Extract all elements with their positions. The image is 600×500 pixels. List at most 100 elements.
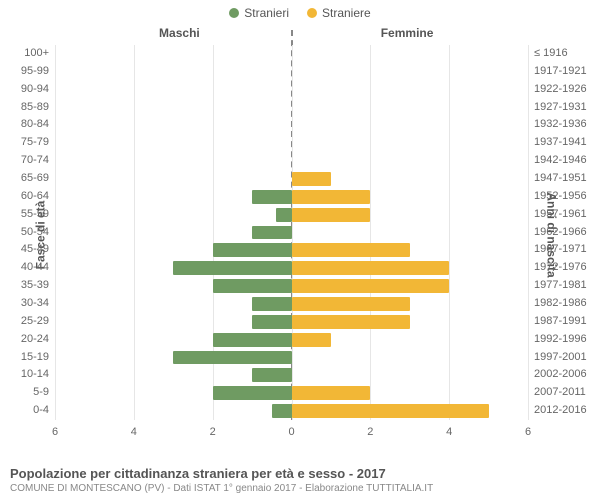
age-label: 70-74 [21,152,49,170]
chart-row: 20-241992-1996 [55,331,528,349]
age-label: 35-39 [21,277,49,295]
chart-row: 70-741942-1946 [55,152,528,170]
bar-male [213,243,292,257]
age-label: 75-79 [21,134,49,152]
chart-footer: Popolazione per cittadinanza straniera p… [10,466,590,494]
chart-subtitle: COMUNE DI MONTESCANO (PV) - Dati ISTAT 1… [10,483,590,494]
birth-year-label: 1982-1986 [534,295,587,313]
bar-male [276,208,292,222]
x-tick-label: 4 [446,426,452,438]
bar-female [292,208,371,222]
birth-year-label: 1987-1991 [534,313,587,331]
bar-female [292,386,371,400]
chart-legend: Stranieri Straniere [0,0,600,20]
birth-year-label: 1997-2001 [534,349,587,367]
birth-year-label: 1942-1946 [534,152,587,170]
chart-row: 75-791937-1941 [55,134,528,152]
birth-year-label: 1952-1956 [534,188,587,206]
age-label: 5-9 [33,384,49,402]
chart-row: 35-391977-1981 [55,277,528,295]
chart-title: Popolazione per cittadinanza straniera p… [10,466,590,481]
bar-female [292,333,331,347]
age-label: 0-4 [33,402,49,420]
age-label: 90-94 [21,81,49,99]
age-label: 10-14 [21,366,49,384]
age-label: 40-44 [21,259,49,277]
x-tick-label: 4 [131,426,137,438]
birth-year-label: 1917-1921 [534,63,587,81]
chart-row: 95-991917-1921 [55,63,528,81]
chart-row: 90-941922-1926 [55,81,528,99]
chart-row: 85-891927-1931 [55,99,528,117]
age-label: 85-89 [21,99,49,117]
age-label: 15-19 [21,349,49,367]
chart-row: 5-92007-2011 [55,384,528,402]
birth-year-label: 1962-1966 [534,224,587,242]
bar-female [292,297,410,311]
bar-male [252,226,291,240]
bar-male [173,351,291,365]
age-label: 20-24 [21,331,49,349]
birth-year-label: 1932-1936 [534,116,587,134]
birth-year-label: 1967-1971 [534,241,587,259]
x-tick-label: 0 [288,426,294,438]
chart-row: 50-541962-1966 [55,224,528,242]
age-label: 55-59 [21,206,49,224]
age-label: 80-84 [21,116,49,134]
chart-row: 100+≤ 1916 [55,45,528,63]
chart-title-male: Maschi [159,26,200,40]
bar-male [252,315,291,329]
birth-year-label: ≤ 1916 [534,45,568,63]
age-label: 100+ [24,45,49,63]
birth-year-label: 2012-2016 [534,402,587,420]
age-label: 65-69 [21,170,49,188]
bar-male [252,368,291,382]
birth-year-label: 1922-1926 [534,81,587,99]
chart-container: Fasce di età Anni di nascita Maschi Femm… [0,20,600,450]
birth-year-label: 1977-1981 [534,277,587,295]
bar-male [252,297,291,311]
chart-row: 15-191997-2001 [55,349,528,367]
birth-year-label: 1937-1941 [534,134,587,152]
bar-male [213,279,292,293]
chart-row: 65-691947-1951 [55,170,528,188]
bar-female [292,279,450,293]
birth-year-label: 1947-1951 [534,170,587,188]
chart-row: 40-441972-1976 [55,259,528,277]
birth-year-label: 1972-1976 [534,259,587,277]
age-label: 45-49 [21,241,49,259]
birth-year-label: 1992-1996 [534,331,587,349]
age-label: 30-34 [21,295,49,313]
legend-swatch-male [229,8,239,18]
birth-year-label: 1927-1931 [534,99,587,117]
birth-year-label: 2002-2006 [534,366,587,384]
bar-male [173,261,291,275]
x-tick-label: 2 [367,426,373,438]
bar-male [272,404,292,418]
legend-item-female: Straniere [307,6,371,20]
chart-row: 80-841932-1936 [55,116,528,134]
chart-row: 55-591957-1961 [55,206,528,224]
bar-female [292,315,410,329]
legend-label-male: Stranieri [244,6,289,20]
age-label: 60-64 [21,188,49,206]
chart-row: 45-491967-1971 [55,241,528,259]
bar-female [292,243,410,257]
bar-female [292,261,450,275]
x-tick-label: 6 [525,426,531,438]
bar-male [213,333,292,347]
x-tick-label: 2 [210,426,216,438]
legend-item-male: Stranieri [229,6,289,20]
age-label: 25-29 [21,313,49,331]
legend-swatch-female [307,8,317,18]
birth-year-label: 2007-2011 [534,384,586,402]
age-label: 50-54 [21,224,49,242]
legend-label-female: Straniere [322,6,371,20]
chart-row: 30-341982-1986 [55,295,528,313]
bar-female [292,172,331,186]
bar-female [292,404,489,418]
chart-row: 25-291987-1991 [55,313,528,331]
bar-female [292,190,371,204]
chart-row: 60-641952-1956 [55,188,528,206]
gridline [528,45,529,420]
